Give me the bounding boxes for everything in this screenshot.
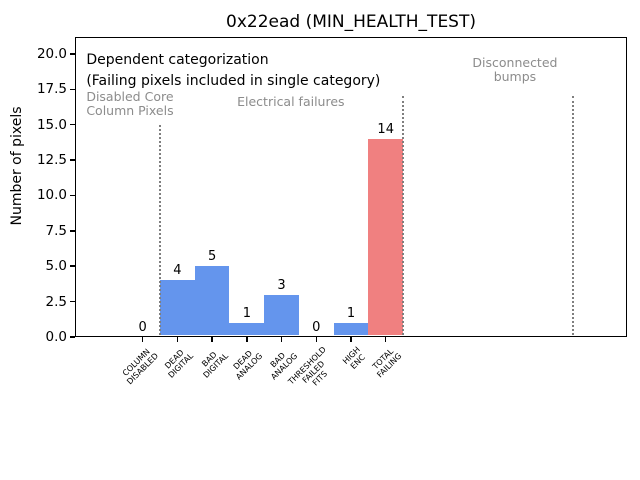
y-tick-label: 5.0 <box>45 258 67 275</box>
y-tick-mark <box>70 194 75 197</box>
y-tick-label: 10.0 <box>36 187 67 204</box>
y-tick-mark <box>70 230 75 232</box>
y-tick-label: 17.5 <box>36 81 67 98</box>
category-separator-line <box>572 96 575 336</box>
bar <box>264 294 299 336</box>
y-tick-mark <box>70 159 75 161</box>
bar <box>194 266 230 336</box>
annotation-dependent-categorization: Dependent categorization <box>86 52 269 69</box>
y-tick-label: 7.5 <box>45 222 67 239</box>
bar-value-label: 14 <box>377 121 394 137</box>
bar-value-label: 4 <box>173 263 182 279</box>
y-tick-label: 2.5 <box>45 293 67 310</box>
y-tick-mark <box>70 88 75 91</box>
x-tick-mark <box>211 337 213 342</box>
y-tick-label: 0.0 <box>45 329 67 345</box>
x-tick-mark <box>176 337 179 342</box>
y-tick-mark <box>70 336 75 338</box>
y-tick-label: 12.5 <box>36 152 67 169</box>
bar-value-label: 1 <box>346 305 356 321</box>
annotation-disabled-core-column-pixels: Disabled Core Column Pixels <box>86 88 174 118</box>
category-separator-line <box>402 96 405 336</box>
bar <box>160 280 195 336</box>
bar <box>333 322 369 336</box>
bar <box>229 322 265 336</box>
bar-value-label: 0 <box>138 320 147 335</box>
chart-title: 0x22ead (MIN_HEALTH_TEST) <box>226 12 476 32</box>
x-tick-mark <box>280 337 283 342</box>
bar <box>368 138 404 336</box>
x-tick-label-text: HIGH ENC <box>341 345 368 372</box>
y-tick-label: 20.0 <box>36 45 67 62</box>
x-tick-mark <box>141 337 144 342</box>
y-tick-mark <box>70 300 75 303</box>
x-tick-label-text: BAD DIGITAL <box>200 350 230 380</box>
x-tick-label-text: COLUMN DISABLED <box>121 347 161 387</box>
bar-value-label: 5 <box>207 249 217 265</box>
x-tick-label-text: TOTAL FAILING <box>370 346 404 380</box>
bar-value-label: 1 <box>242 305 251 321</box>
annotation-disconnected-bumps: Disconnected bumps <box>472 54 558 84</box>
x-tick-mark <box>350 337 352 342</box>
category-separator-line <box>159 124 162 336</box>
y-axis-label: Number of pixels <box>9 106 25 226</box>
bar-value-label: 3 <box>277 277 286 293</box>
x-tick-label-text: DEAD ANALOG <box>231 348 265 382</box>
annotation-electrical-failures: Electrical failures <box>237 93 345 109</box>
y-tick-label: 15.0 <box>36 116 67 133</box>
x-tick-mark <box>384 337 387 342</box>
annotation-failing-pixels-note: (Failing pixels included in single categ… <box>86 72 381 89</box>
bar-value-label: 0 <box>312 320 321 335</box>
y-tick-mark <box>70 123 75 126</box>
y-tick-mark <box>70 53 75 55</box>
x-tick-label-text: DEAD DIGITAL <box>163 347 196 380</box>
x-tick-mark <box>246 337 248 342</box>
y-tick-mark <box>70 265 75 267</box>
x-tick-mark <box>315 337 318 342</box>
